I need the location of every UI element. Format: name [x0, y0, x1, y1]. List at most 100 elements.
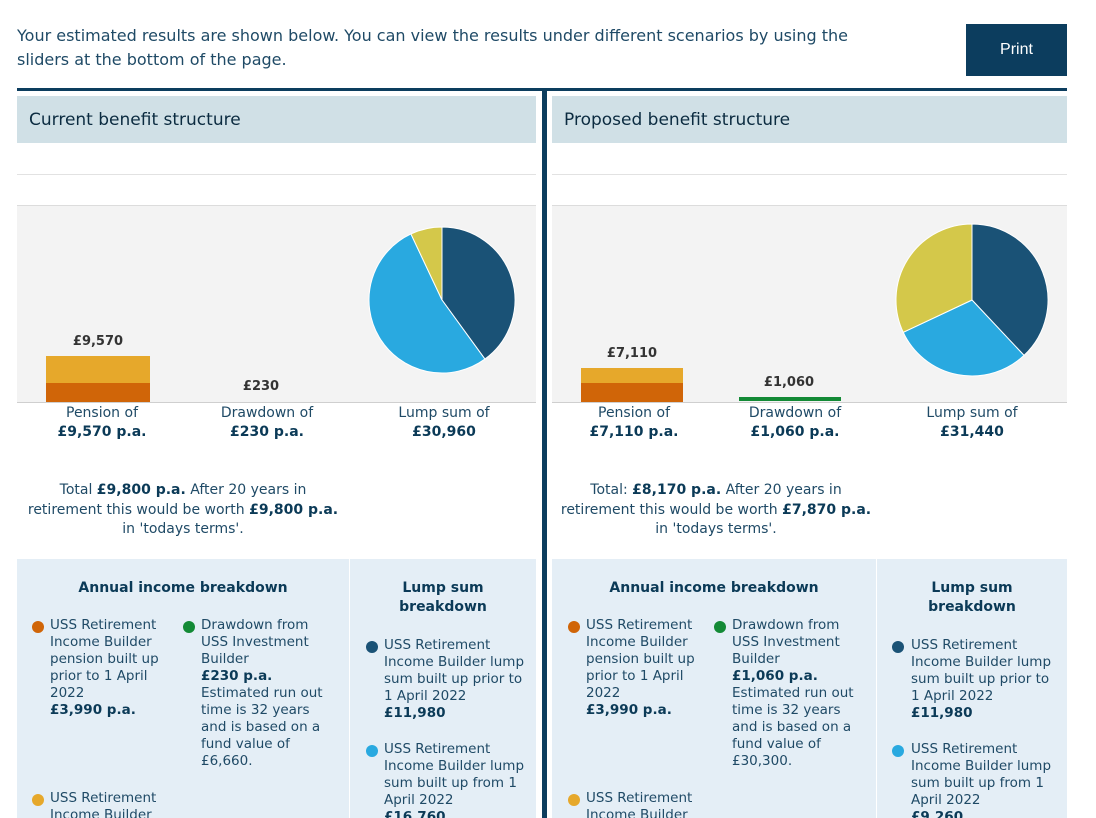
- item-value: £11,980: [911, 705, 973, 721]
- item-text: USS Retirement Income Builder: [50, 790, 157, 818]
- total-prefix: Total: [59, 482, 93, 498]
- pension-bar-lower: [581, 383, 683, 402]
- pension-after-dot-icon: [568, 794, 580, 806]
- drawdown-dot-icon: [714, 621, 726, 633]
- current-chart-area: £9,570 £230: [17, 205, 536, 403]
- lump-sum-breakdown: Lump sum breakdown USS Retirement Income…: [877, 559, 1067, 818]
- pie-slice-other: [895, 223, 973, 334]
- panel-divider: [542, 88, 547, 818]
- total-worth: £9,800 p.a.: [249, 501, 339, 518]
- breakdown-separator: [876, 559, 877, 818]
- total-worth: £7,870 p.a.: [782, 501, 872, 518]
- item-text: USS Retirement Income Builder pension bu…: [50, 617, 159, 701]
- total-suffix: in 'todays terms'.: [122, 521, 244, 537]
- item-value: £16,760: [384, 809, 446, 818]
- drawdown-label: Drawdown of £230 p.a.: [182, 404, 352, 442]
- pension-label: Pension of £9,570 p.a.: [17, 404, 187, 442]
- annual-breakdown-title: Annual income breakdown: [609, 580, 819, 596]
- pie-slice-prior: [441, 226, 516, 360]
- pension-bar: [581, 368, 683, 402]
- lump-breakdown-title: Lump sum breakdown: [928, 580, 1016, 615]
- total-mid: After 20 years in retirement this would …: [560, 482, 842, 518]
- pension-bar: [46, 356, 150, 402]
- lump2-dot-icon: [892, 745, 904, 757]
- total-value: £8,170 p.a.: [632, 482, 722, 498]
- item-text: USS Retirement Income Builder lump sum b…: [384, 741, 525, 808]
- item-text: USS Retirement Income Builder lump sum b…: [384, 637, 525, 704]
- breakdown-item-pension: USS Retirement Income Builder pension bu…: [586, 617, 698, 719]
- pie-slice-other: [410, 226, 443, 301]
- item-value: £3,990 p.a.: [50, 702, 136, 718]
- current-panel-header: Current benefit structure: [17, 96, 536, 143]
- total-mid: After 20 years in retirement this would …: [27, 482, 307, 518]
- pension-bar-lower: [46, 383, 150, 402]
- pension-label: Pension of £7,110 p.a.: [552, 404, 719, 442]
- annual-income-breakdown: Annual income breakdown USS Retirement I…: [17, 559, 349, 818]
- lump2-dot-icon: [366, 745, 378, 757]
- lump-sum-label: Lump sum of £31,440: [887, 404, 1057, 442]
- pension-bar-value: £7,110: [606, 346, 658, 361]
- lump1-dot-icon: [892, 641, 904, 653]
- lump-item-2: USS Retirement Income Builder lump sum b…: [384, 741, 534, 818]
- intro-text: Your estimated results are shown below. …: [17, 26, 849, 69]
- pension-label-text: Pension of: [66, 405, 138, 421]
- item-text: USS Retirement Income Builder: [586, 790, 693, 818]
- lump-item-1: USS Retirement Income Builder lump sum b…: [911, 637, 1061, 722]
- item-text: USS Retirement Income Builder pension bu…: [586, 617, 695, 701]
- current-panel: Current benefit structure £9,570 £230 Pe…: [17, 96, 536, 818]
- current-lump-sum-pie: [368, 226, 516, 374]
- proposed-panel: Proposed benefit structure £7,110 £1,060…: [552, 96, 1067, 818]
- pie-slice-after: [902, 299, 1025, 377]
- breakdown-item-drawdown: Drawdown from USS Investment Builder £23…: [201, 617, 325, 770]
- pension-amount: £7,110 p.a.: [589, 424, 679, 440]
- breakdown-item-drawdown: Drawdown from USS Investment Builder £1,…: [732, 617, 856, 770]
- breakdown-item-pension-after: USS Retirement Income Builder: [50, 790, 186, 818]
- item-text: USS Retirement Income Builder lump sum b…: [911, 741, 1052, 808]
- drawdown-amount: £1,060 p.a.: [750, 424, 840, 440]
- item-value: £3,990 p.a.: [586, 702, 672, 718]
- total-prefix: Total:: [590, 482, 628, 498]
- drawdown-bar-value: £1,060: [763, 375, 815, 390]
- print-button[interactable]: Print: [966, 24, 1067, 76]
- item-value: £9,260: [911, 809, 964, 818]
- pension-dot-icon: [32, 621, 44, 633]
- lump-sum-label-text: Lump sum of: [926, 405, 1018, 421]
- item-text: USS Retirement Income Builder lump sum b…: [911, 637, 1052, 704]
- total-summary: Total: £8,170 p.a. After 20 years in ret…: [555, 481, 877, 540]
- lump-sum-amount: £30,960: [412, 424, 476, 440]
- drawdown-amount: £230 p.a.: [230, 424, 304, 440]
- breakdown-item-pension: USS Retirement Income Builder pension bu…: [50, 617, 186, 719]
- proposed-chart-area: £7,110 £1,060: [552, 205, 1067, 403]
- total-suffix: in 'todays terms'.: [655, 521, 777, 537]
- drawdown-label-text: Drawdown of: [748, 405, 842, 421]
- pension-dot-icon: [568, 621, 580, 633]
- pension-bar-upper: [581, 368, 683, 383]
- lump-sum-breakdown: Lump sum breakdown USS Retirement Income…: [350, 559, 536, 818]
- pension-bar-value: £9,570: [72, 334, 124, 349]
- proposed-panel-header: Proposed benefit structure: [552, 96, 1067, 143]
- proposed-lump-sum-pie: [895, 223, 1049, 377]
- breakdown-separator: [349, 559, 350, 818]
- item-text: Drawdown from USS Investment Builder: [732, 617, 840, 667]
- annual-breakdown-title: Annual income breakdown: [78, 580, 288, 596]
- drawdown-bar-value: £230: [242, 379, 280, 394]
- pie-slice-after: [368, 233, 486, 374]
- pension-after-dot-icon: [32, 794, 44, 806]
- item-text: Drawdown from USS Investment Builder: [201, 617, 309, 667]
- total-value: £9,800 p.a.: [96, 482, 186, 498]
- drawdown-label-text: Drawdown of: [220, 405, 314, 421]
- drawdown-label: Drawdown of £1,060 p.a.: [710, 404, 880, 442]
- lump-sum-label-text: Lump sum of: [398, 405, 490, 421]
- item-value: £230 p.a.: [201, 668, 273, 684]
- pension-bar-upper: [46, 356, 150, 383]
- breakdown-item-pension-after: USS Retirement Income Builder: [586, 790, 698, 818]
- pie-slice-prior: [971, 223, 1049, 357]
- item-value: £1,060 p.a.: [732, 668, 818, 684]
- drawdown-bar: [739, 397, 841, 401]
- item-note: Estimated run out time is 32 years and i…: [201, 685, 323, 769]
- pension-amount: £9,570 p.a.: [57, 424, 147, 440]
- lump-sum-label: Lump sum of £30,960: [359, 404, 529, 442]
- item-note: Estimated run out time is 32 years and i…: [732, 685, 854, 769]
- lump-item-2: USS Retirement Income Builder lump sum b…: [911, 741, 1061, 818]
- lump-breakdown-title: Lump sum breakdown: [399, 580, 487, 615]
